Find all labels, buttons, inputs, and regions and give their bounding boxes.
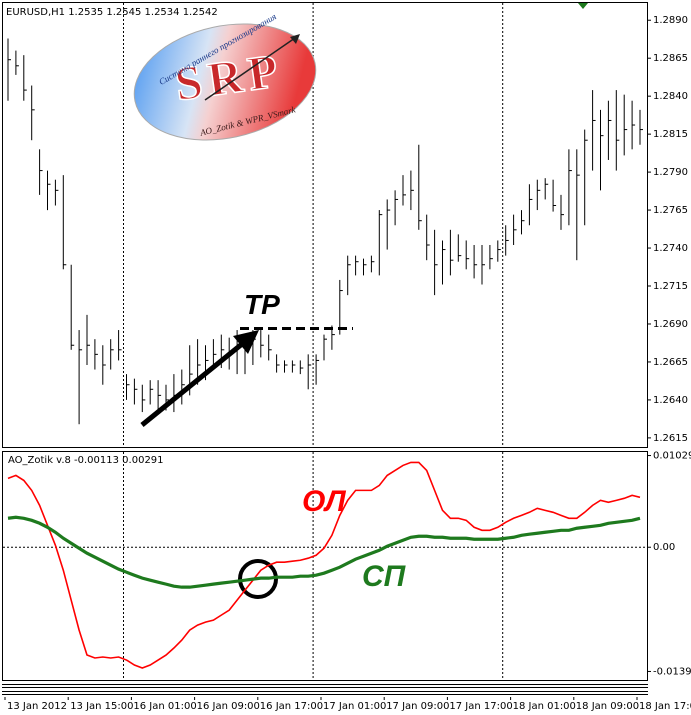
y-tick-label: 1.2615 [653, 433, 688, 444]
y-tick-label: 1.2740 [653, 243, 688, 254]
y-tick-label: 1.2890 [653, 15, 688, 26]
indicator-panel [2, 451, 648, 681]
annotation: TP [244, 289, 280, 320]
series-label: СП [362, 560, 407, 593]
x-tick-label: 17 Jan 01:00 [323, 701, 386, 712]
marker [578, 3, 588, 9]
x-tick-label: 17 Jan 17:00 [449, 701, 512, 712]
x-tick-label: 18 Jan 01:00 [513, 701, 576, 712]
series-label: ОЛ [302, 485, 347, 518]
arrow [140, 342, 244, 427]
x-tick-label: 18 Jan 09:00 [576, 701, 639, 712]
y-tick-label: 1.2665 [653, 357, 688, 368]
y-tick-label: 1.2690 [653, 319, 688, 330]
y-tick-label: 1.2865 [653, 53, 688, 64]
chart-title: EURUSD,H1 1.2535 1.2545 1.2534 1.2542 [6, 7, 218, 18]
y-tick-label: 1.2840 [653, 91, 688, 102]
y-tick-label: -0.01394 [653, 666, 691, 677]
highlight-circle [238, 559, 278, 599]
series-line [7, 515, 641, 589]
y-tick-label: 1.2815 [653, 129, 688, 140]
y-tick-label: 1.2715 [653, 281, 688, 292]
extra-panels [2, 684, 648, 695]
logo: SRP Система раннего прогнозирования AO_Z… [133, 11, 317, 141]
y-tick-label: 0.01029 [653, 451, 691, 462]
indicator-title: AO_Zotik v.8 -0.00113 0.00291 [8, 455, 164, 466]
x-tick-label: 18 Jan 17:00 [639, 701, 691, 712]
logo-ellipse [133, 23, 317, 141]
x-tick-label: 13 Jan 15:00 [70, 701, 133, 712]
y-tick-label: 1.2765 [653, 205, 688, 216]
x-tick-label: 17 Jan 09:00 [386, 701, 449, 712]
x-tick-label: 13 Jan 2012 [7, 701, 67, 712]
x-tick-label: 16 Jan 01:00 [133, 701, 196, 712]
y-tick-label: 1.2640 [653, 395, 688, 406]
x-tick-label: 16 Jan 17:00 [260, 701, 323, 712]
y-tick-label: 0.00 [653, 542, 675, 553]
logo-arrow-head [290, 34, 300, 44]
logo-arrow [204, 37, 296, 101]
x-tick-label: 16 Jan 09:00 [197, 701, 260, 712]
main-panel [2, 2, 648, 448]
y-tick-label: 1.2790 [653, 167, 688, 178]
series-line [7, 461, 641, 669]
